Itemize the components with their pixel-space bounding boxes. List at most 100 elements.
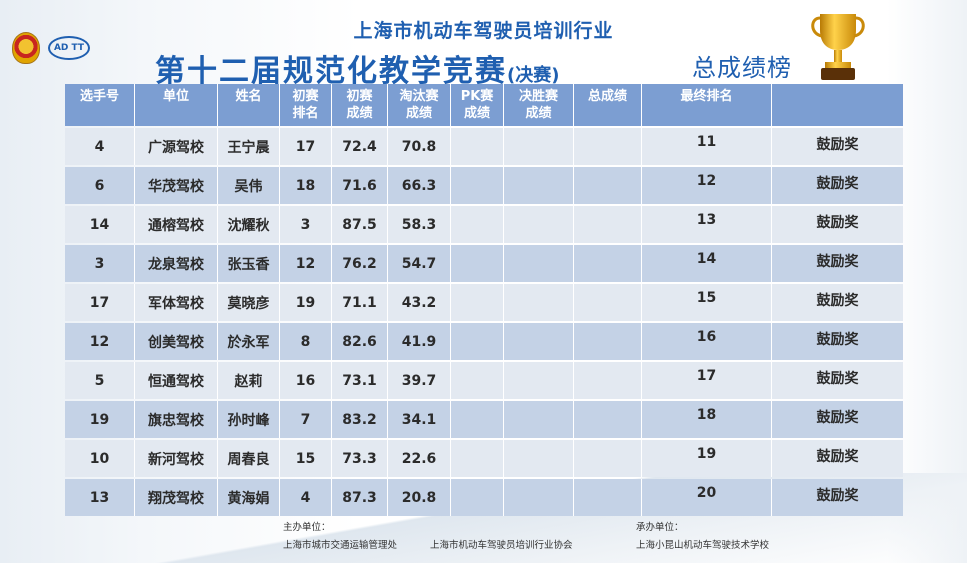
cell-total: [574, 284, 642, 321]
cell-final: [504, 167, 574, 204]
cell-prelim-rank: 18: [280, 167, 332, 204]
cell-prelim-score: 87.3: [332, 479, 388, 516]
cell-prelim-rank: 17: [280, 128, 332, 165]
cell-elim-score: 20.8: [388, 479, 451, 516]
cell-rank: 15: [642, 284, 772, 321]
adtt-logo-icon: AD TT: [48, 36, 90, 60]
cell-unit: 华茂驾校: [135, 167, 218, 204]
cell-prelim-score: 73.1: [332, 362, 388, 399]
cell-unit: 军体驾校: [135, 284, 218, 321]
table-row: 10 新河驾校 周春良 15 73.3 22.6 19 鼓励奖: [65, 440, 903, 477]
table-row: 4 广源驾校 王宁晨 17 72.4 70.8 11 鼓励奖: [65, 128, 903, 165]
table-row: 3 龙泉驾校 张玉香 12 76.2 54.7 14 鼓励奖: [65, 245, 903, 282]
cell-pk: [451, 245, 504, 282]
cell-final: [504, 128, 574, 165]
table-row: 19 旗忠驾校 孙时峰 7 83.2 34.1 18 鼓励奖: [65, 401, 903, 438]
cell-prelim-rank: 7: [280, 401, 332, 438]
cell-pk: [451, 479, 504, 516]
organizer-label: 承办单位：: [636, 522, 684, 533]
cell-award: 鼓励奖: [816, 176, 859, 192]
cell-award: 鼓励奖: [816, 332, 859, 348]
trophy-icon: [811, 14, 865, 80]
col-header: 单位: [135, 84, 218, 126]
cell-unit: 恒通驾校: [135, 362, 218, 399]
cell-award: 鼓励奖: [816, 371, 859, 387]
table-row: 14 通榕驾校 沈耀秋 3 87.5 58.3 13 鼓励奖: [65, 206, 903, 243]
host-label: 主办单位：: [283, 522, 331, 533]
cell-prelim-score: 73.3: [332, 440, 388, 477]
cell-no: 5: [65, 362, 135, 399]
cell-elim-score: 66.3: [388, 167, 451, 204]
cell-name: 沈耀秋: [218, 206, 280, 243]
cell-unit: 龙泉驾校: [135, 245, 218, 282]
cell-total: [574, 245, 642, 282]
cell-prelim-rank: 12: [280, 245, 332, 282]
cell-final: [504, 401, 574, 438]
cell-prelim-rank: 15: [280, 440, 332, 477]
cell-unit: 旗忠驾校: [135, 401, 218, 438]
cell-no: 14: [65, 206, 135, 243]
cell-no: 19: [65, 401, 135, 438]
cell-name: 赵莉: [218, 362, 280, 399]
col-header: 决胜赛 成绩: [504, 84, 574, 126]
cell-total: [574, 362, 642, 399]
cell-pk: [451, 323, 504, 360]
cell-rank: 17: [642, 362, 772, 399]
col-header: 姓名: [218, 84, 280, 126]
cell-prelim-score: 76.2: [332, 245, 388, 282]
cell-no: 6: [65, 167, 135, 204]
cell-pk: [451, 206, 504, 243]
cell-total: [574, 440, 642, 477]
cell-rank: 18: [642, 401, 772, 438]
cell-total: [574, 479, 642, 516]
cell-unit: 创美驾校: [135, 323, 218, 360]
cell-total: [574, 206, 642, 243]
col-header: 选手号: [65, 84, 135, 126]
title-main: 第十二届规范化教学竞赛: [155, 54, 507, 89]
host-1: 上海市城市交通运输管理处: [283, 540, 398, 551]
cell-no: 4: [65, 128, 135, 165]
cell-rank: 16: [642, 323, 772, 360]
cell-final: [504, 284, 574, 321]
cell-unit: 新河驾校: [135, 440, 218, 477]
logos: AD TT: [12, 32, 90, 64]
title-line1: 上海市机动车驾驶员培训行业: [353, 20, 614, 42]
cell-award: 鼓励奖: [816, 215, 859, 231]
cell-pk: [451, 362, 504, 399]
cell-unit: 翔茂驾校: [135, 479, 218, 516]
cell-prelim-score: 71.6: [332, 167, 388, 204]
cell-name: 吴伟: [218, 167, 280, 204]
cell-rank: 11: [642, 128, 772, 165]
col-header: 最终排名: [642, 84, 772, 126]
cell-elim-score: 22.6: [388, 440, 451, 477]
cell-prelim-rank: 16: [280, 362, 332, 399]
cell-elim-score: 39.7: [388, 362, 451, 399]
table-row: 13 翔茂驾校 黄海娟 4 87.3 20.8 20 鼓励奖: [65, 479, 903, 516]
table-row: 6 华茂驾校 吴伟 18 71.6 66.3 12 鼓励奖: [65, 167, 903, 204]
cell-elim-score: 58.3: [388, 206, 451, 243]
cell-no: 13: [65, 479, 135, 516]
col-header: [772, 84, 903, 126]
col-header: 初赛 成绩: [332, 84, 388, 126]
cell-award: 鼓励奖: [816, 293, 859, 309]
cell-pk: [451, 440, 504, 477]
ranking-table: 选手号 单位 姓名 初赛 排名 初赛 成绩 淘汰赛 成绩 PK赛 成绩 决胜赛 …: [65, 84, 903, 516]
title-suffix: (决赛): [507, 65, 560, 86]
cell-elim-score: 70.8: [388, 128, 451, 165]
cell-no: 3: [65, 245, 135, 282]
cell-final: [504, 323, 574, 360]
organizer: 上海小昆山机动车驾驶技术学校: [636, 540, 770, 551]
cell-award: 鼓励奖: [816, 488, 859, 504]
cell-final: [504, 245, 574, 282]
table-row: 12 创美驾校 於永军 8 82.6 41.9 16 鼓励奖: [65, 323, 903, 360]
cell-prelim-score: 82.6: [332, 323, 388, 360]
cell-total: [574, 401, 642, 438]
cell-award: 鼓励奖: [816, 254, 859, 270]
cell-prelim-rank: 4: [280, 479, 332, 516]
cell-name: 王宁晨: [218, 128, 280, 165]
cell-no: 10: [65, 440, 135, 477]
table-row: 5 恒通驾校 赵莉 16 73.1 39.7 17 鼓励奖: [65, 362, 903, 399]
table-header: 选手号 单位 姓名 初赛 排名 初赛 成绩 淘汰赛 成绩 PK赛 成绩 决胜赛 …: [65, 84, 903, 126]
cell-rank: 20: [642, 479, 772, 516]
cell-name: 周春良: [218, 440, 280, 477]
